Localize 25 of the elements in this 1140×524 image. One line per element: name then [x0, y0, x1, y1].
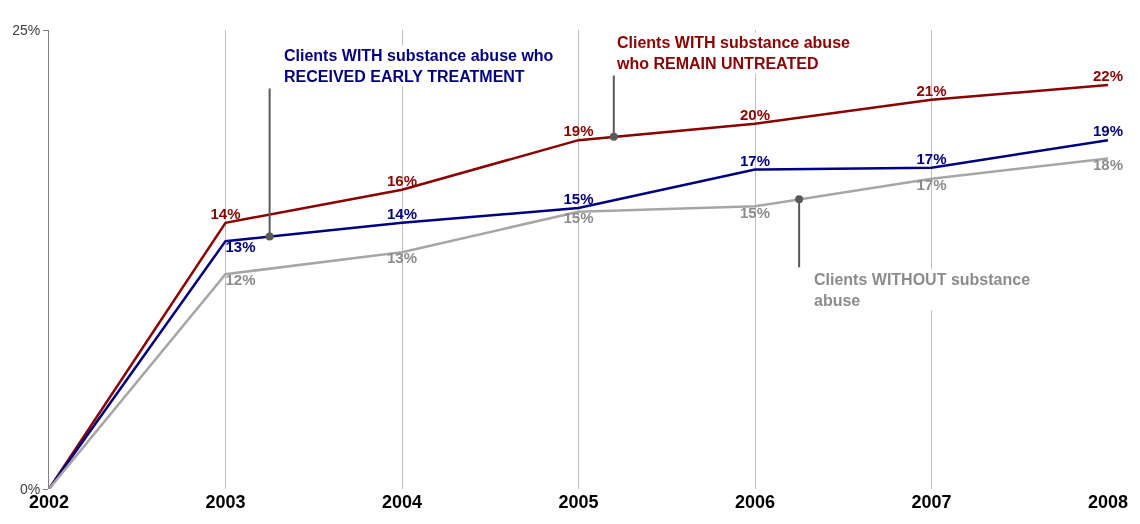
data-label: 17%: [916, 149, 947, 167]
data-label: 12%: [225, 271, 256, 289]
data-label: 13%: [225, 238, 256, 256]
x-tick-label: 2007: [911, 492, 952, 512]
y-tick-label: 0%: [19, 480, 41, 497]
x-tick-label: 2006: [734, 492, 776, 512]
data-label: 17%: [739, 151, 771, 169]
data-label: 16%: [386, 171, 418, 189]
text: Clients WITHOUT substance abuse: [814, 271, 1031, 309]
data-label: 14%: [386, 205, 418, 223]
data-label: 19%: [1092, 122, 1124, 140]
data-label: 20%: [739, 105, 771, 123]
data-label: 19%: [563, 122, 594, 140]
data-label: 14%: [210, 205, 241, 223]
data-label: 22%: [1092, 67, 1124, 85]
x-tick-label: 2005: [558, 492, 599, 512]
data-label: 21%: [916, 82, 947, 100]
x-tick-label: 2008: [1087, 492, 1129, 512]
text: Clients WITH substance abuse who REMAIN UNTREATED: [616, 34, 851, 72]
x-tick-label: 2003: [205, 492, 246, 512]
data-label: 15%: [563, 190, 594, 208]
text: Clients WITH substance abuse who RECEIVED EARLY TREATMENT: [284, 47, 554, 85]
y-tick-label: 25%: [12, 21, 41, 38]
x-tick-label: 2004: [381, 492, 423, 512]
data-label: 18%: [1092, 155, 1124, 173]
